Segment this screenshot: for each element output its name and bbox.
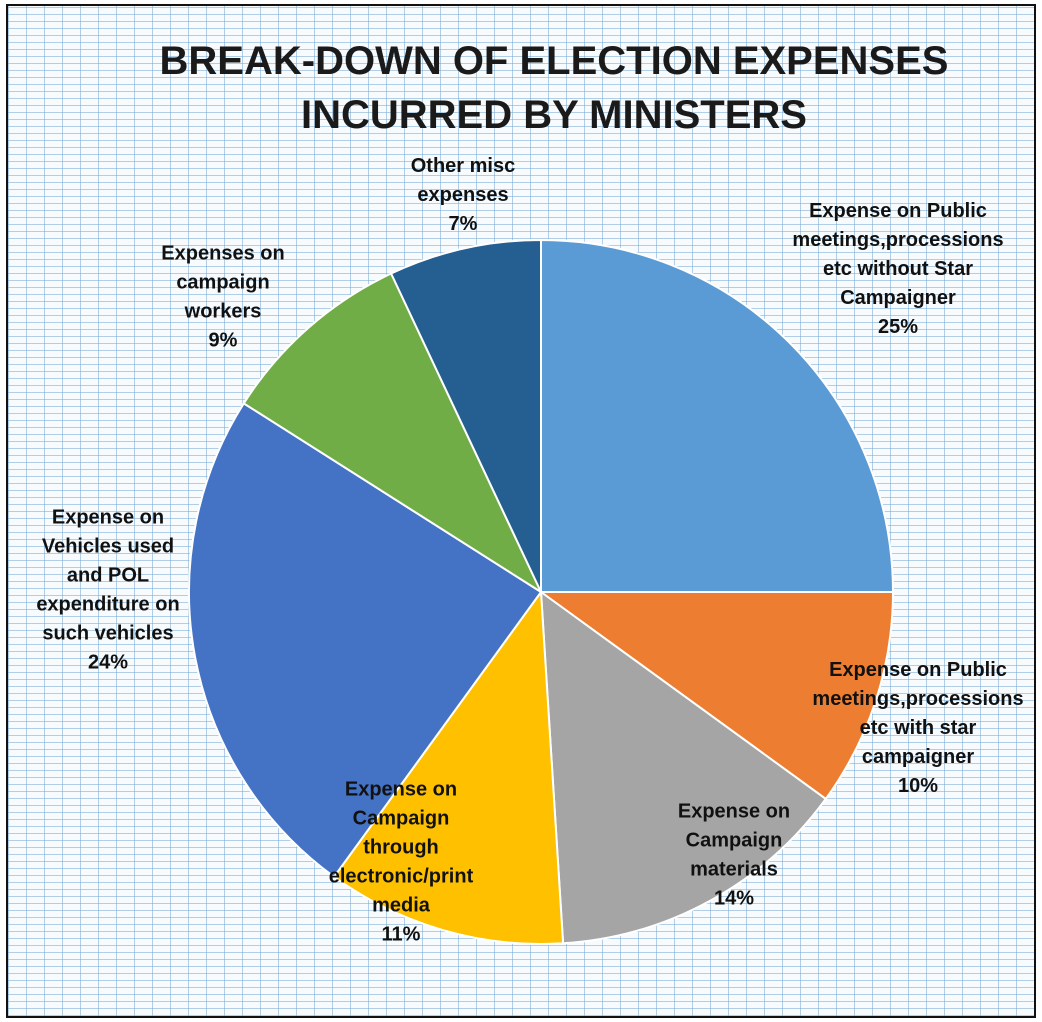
slice-label-4: Expense on Campaign through electronic/prin… <box>329 779 474 946</box>
slice-label-7: Other misc expenses 7% <box>411 155 515 235</box>
slice-label-text: Campaign <box>353 808 450 830</box>
slice-label-text: Expense on Public <box>809 200 987 222</box>
pie-labels: Expense on Public meetings,processions etc… <box>36 155 1023 946</box>
slice-percent-label: 9% <box>209 330 238 352</box>
slice-percent-label: 10% <box>898 775 938 797</box>
slice-label-text: Expense on <box>345 779 457 801</box>
slice-label-text: Campaign <box>686 830 783 852</box>
slice-label-text: through <box>363 837 439 859</box>
slice-label-text: campaigner <box>862 746 974 768</box>
slice-label-text: etc without Star <box>823 258 973 280</box>
pie-slice-5 <box>188 402 543 879</box>
slice-label-5: Expense on Vehicles used and POL expenditur… <box>36 507 179 674</box>
slice-label-6: Expenses on campaign workers 9% <box>161 243 284 352</box>
slice-label-text: Expense on <box>52 507 164 529</box>
slice-label-text: expenses <box>417 184 508 206</box>
slice-percent-label: 14% <box>714 888 754 910</box>
pie-slice-3 <box>539 589 828 945</box>
slice-label-text: Campaigner <box>840 287 956 309</box>
slice-label-text: Other misc <box>411 155 515 177</box>
pie-slices <box>188 238 895 945</box>
slice-label-text: campaign <box>176 272 269 294</box>
pie-slice-4 <box>332 589 565 945</box>
slice-label-text: Expense on <box>678 801 790 823</box>
slice-label-text: materials <box>690 859 778 881</box>
chart-title-line-1: BREAK-DOWN OF ELECTION EXPENSES <box>160 39 949 83</box>
chart-area: BREAK-DOWN OF ELECTION EXPENSES INCURRED… <box>6 4 1036 1018</box>
slice-label-text: expenditure on <box>36 594 179 616</box>
pie-chart: BREAK-DOWN OF ELECTION EXPENSES INCURRED… <box>36 39 1023 946</box>
slice-percent-label: 7% <box>449 213 478 235</box>
slice-label-text: Expenses on <box>161 243 284 265</box>
slice-label-text: and POL <box>67 565 149 587</box>
slice-label-text: such vehicles <box>42 623 173 645</box>
slice-percent-label: 25% <box>878 316 918 338</box>
slice-percent-label: 11% <box>382 924 421 946</box>
pie-slice-2 <box>537 591 895 801</box>
chart-title: BREAK-DOWN OF ELECTION EXPENSES INCURRED… <box>160 39 949 137</box>
slice-label-text: media <box>372 895 431 917</box>
slice-label-1: Expense on Public meetings,processions etc… <box>792 200 1003 338</box>
slice-label-2: Expense on Public meetings,processions etc… <box>812 659 1023 797</box>
slice-label-text: meetings,processions <box>812 688 1023 710</box>
slice-label-text: Expense on Public <box>829 659 1007 681</box>
slice-label-3: Expense on Campaign materials 14% <box>678 801 790 910</box>
slice-label-text: meetings,processions <box>792 229 1003 251</box>
slice-percent-label: 24% <box>88 652 128 674</box>
pie-slice-6 <box>242 272 544 595</box>
chart-title-line-2: INCURRED BY MINISTERS <box>301 93 807 137</box>
slice-label-text: Vehicles used <box>42 536 174 558</box>
slice-label-text: electronic/print <box>329 866 474 888</box>
pie-slice-7 <box>389 238 542 593</box>
slice-label-text: etc with star <box>860 717 977 739</box>
slice-label-text: workers <box>184 301 262 323</box>
pie-slice-1 <box>540 238 895 593</box>
